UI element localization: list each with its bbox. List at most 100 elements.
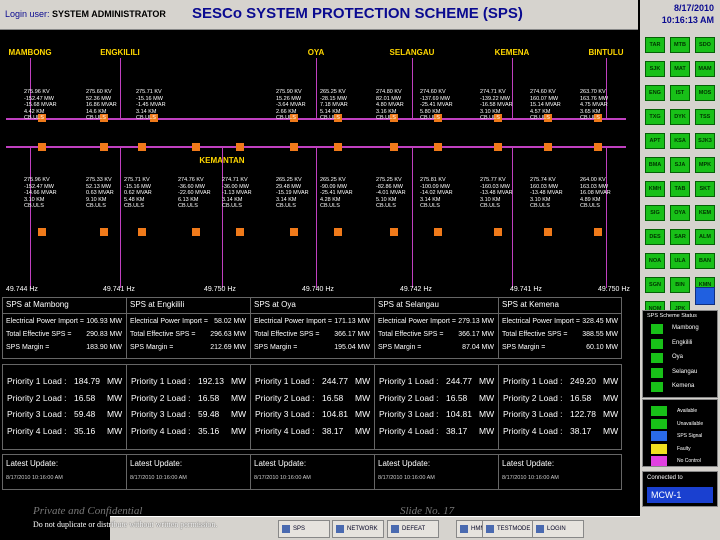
station-button-sja[interactable]: SJA (670, 157, 690, 173)
circuit-breaker[interactable] (100, 228, 108, 236)
circuit-breaker[interactable] (290, 228, 298, 236)
station-button-des[interactable]: DES (645, 229, 665, 245)
line-reading: 265.25 KV -28.15 MW 7.18 MVAR 5.14 KM CB.ULS (320, 89, 348, 122)
station-button-sdo[interactable]: SDO (695, 37, 715, 53)
network-diagram: MAMBONG ENGKILILI OYA SELANGAU KEMENA BI… (0, 30, 638, 293)
station-button-apt[interactable]: APT (645, 133, 665, 149)
station-button-txg[interactable]: TXG (645, 109, 665, 125)
station-button-mtb[interactable]: MTB (670, 37, 690, 53)
latest-update-group (2, 454, 622, 490)
priority-load-unit: MW (355, 409, 371, 419)
circuit-breaker[interactable] (390, 228, 398, 236)
station-button-bma[interactable]: BMA (645, 157, 665, 173)
priority-load-value: 244.77 (446, 376, 472, 386)
station-button-ist[interactable]: IST (670, 85, 690, 101)
station-label-kemena: KEMENA (494, 48, 530, 57)
station-button-kem[interactable]: KEM (695, 205, 715, 221)
circuit-breaker[interactable] (544, 143, 552, 151)
reading-value: 160.07 MW (530, 95, 559, 102)
feeder-line (30, 58, 31, 118)
reading-value: CB.ULS (86, 115, 106, 121)
sps-margin-value: 87.04 MW (462, 344, 494, 351)
circuit-breaker[interactable] (38, 228, 46, 236)
circuit-breaker[interactable] (192, 228, 200, 236)
station-button-ula[interactable]: ULA (670, 253, 690, 269)
circuit-breaker[interactable] (594, 143, 602, 151)
circuit-breaker[interactable] (290, 143, 298, 151)
priority-load-label: Priority 2 Load : (7, 392, 67, 403)
circuit-breaker[interactable] (334, 228, 342, 236)
reading-value: 274.60 KV (420, 89, 446, 95)
circuit-breaker[interactable] (138, 143, 146, 151)
station-button-kmh[interactable]: KMH (645, 181, 665, 197)
circuit-breaker[interactable] (494, 143, 502, 151)
frequency-readout: 49.742 Hz (400, 286, 432, 293)
station-button-mpk[interactable]: MPK (695, 157, 715, 173)
circuit-breaker[interactable] (38, 143, 46, 151)
taskbar-button-network[interactable]: NETWORK (332, 520, 384, 538)
circuit-breaker[interactable] (434, 143, 442, 151)
connection-box: Connected to MCW-1 (642, 471, 718, 507)
station-button-ksa[interactable]: KSA (670, 133, 690, 149)
priority-load-unit: MW (479, 392, 495, 403)
station-button-sig[interactable]: SIG (645, 205, 665, 221)
circuit-breaker[interactable] (594, 114, 602, 122)
taskbar-button-sps[interactable]: SPS (278, 520, 330, 538)
station-button-tss[interactable]: TSS (695, 109, 715, 125)
reading-value: -82.86 MW (376, 183, 403, 190)
circuit-breaker[interactable] (594, 228, 602, 236)
blue-status-button[interactable] (695, 287, 715, 305)
reading-value: CB.ULS (530, 115, 550, 121)
station-button-mos[interactable]: MOS (695, 85, 715, 101)
reading-value: -28.15 MW (320, 95, 347, 102)
circuit-breaker[interactable] (192, 143, 200, 151)
circuit-breaker[interactable] (138, 228, 146, 236)
station-button-bin[interactable]: BIN (670, 277, 690, 293)
circuit-breaker[interactable] (150, 114, 158, 122)
circuit-breaker[interactable] (434, 114, 442, 122)
circuit-breaker[interactable] (236, 228, 244, 236)
taskbar-button-testmode[interactable]: TESTMODE (482, 520, 534, 538)
station-button-sgn[interactable]: SGN (645, 277, 665, 293)
circuit-breaker[interactable] (334, 114, 342, 122)
circuit-breaker[interactable] (494, 114, 502, 122)
legend-box: Available Unavailable SPS Signal Faulty No C… (642, 399, 718, 467)
circuit-breaker[interactable] (38, 114, 46, 122)
circuit-breaker[interactable] (236, 143, 244, 151)
station-button-oya[interactable]: OYA (670, 205, 690, 221)
station-button-noa[interactable]: NOA (645, 253, 665, 269)
reading-value: -15.16 MW (136, 95, 163, 102)
sps-effective-row: Total Effective SPS = 388.55 MW (502, 331, 618, 338)
station-button-mam[interactable]: MAM (695, 61, 715, 77)
sps-margin-value: 212.69 MW (210, 344, 246, 351)
station-button-sar[interactable]: SAR (670, 229, 690, 245)
circuit-breaker[interactable] (100, 114, 108, 122)
station-button-eng[interactable]: ENG (645, 85, 665, 101)
station-button-ban[interactable]: BAN (695, 253, 715, 269)
circuit-breaker[interactable] (100, 143, 108, 151)
station-button-tar[interactable]: TAR (645, 37, 665, 53)
station-button-skt[interactable]: SKT (695, 181, 715, 197)
circuit-breaker[interactable] (544, 114, 552, 122)
priority-load-label: Priority 4 Load : (503, 425, 563, 436)
taskbar-label: NETWORK (347, 526, 378, 532)
circuit-breaker[interactable] (390, 143, 398, 151)
circuit-breaker[interactable] (334, 143, 342, 151)
station-button-dyk[interactable]: DYK (670, 109, 690, 125)
station-button-sjk3[interactable]: SJK3 (695, 133, 715, 149)
priority-load-unit: MW (231, 425, 247, 436)
station-button-sjk[interactable]: SJK (645, 61, 665, 77)
taskbar-button-defeat[interactable]: DEFEAT (387, 520, 439, 538)
legend-swatch (651, 431, 667, 441)
station-button-alm[interactable]: ALM (695, 229, 715, 245)
circuit-breaker[interactable] (290, 114, 298, 122)
reading-value: CB.ULS (420, 115, 440, 121)
circuit-breaker[interactable] (434, 228, 442, 236)
circuit-breaker[interactable] (390, 114, 398, 122)
station-button-mat[interactable]: MAT (670, 61, 690, 77)
station-button-tab[interactable]: TAB (670, 181, 690, 197)
taskbar-button-login[interactable]: LOGIN (532, 520, 584, 538)
reading-value: 3.14 KM (276, 196, 297, 203)
circuit-breaker[interactable] (544, 228, 552, 236)
circuit-breaker[interactable] (494, 228, 502, 236)
